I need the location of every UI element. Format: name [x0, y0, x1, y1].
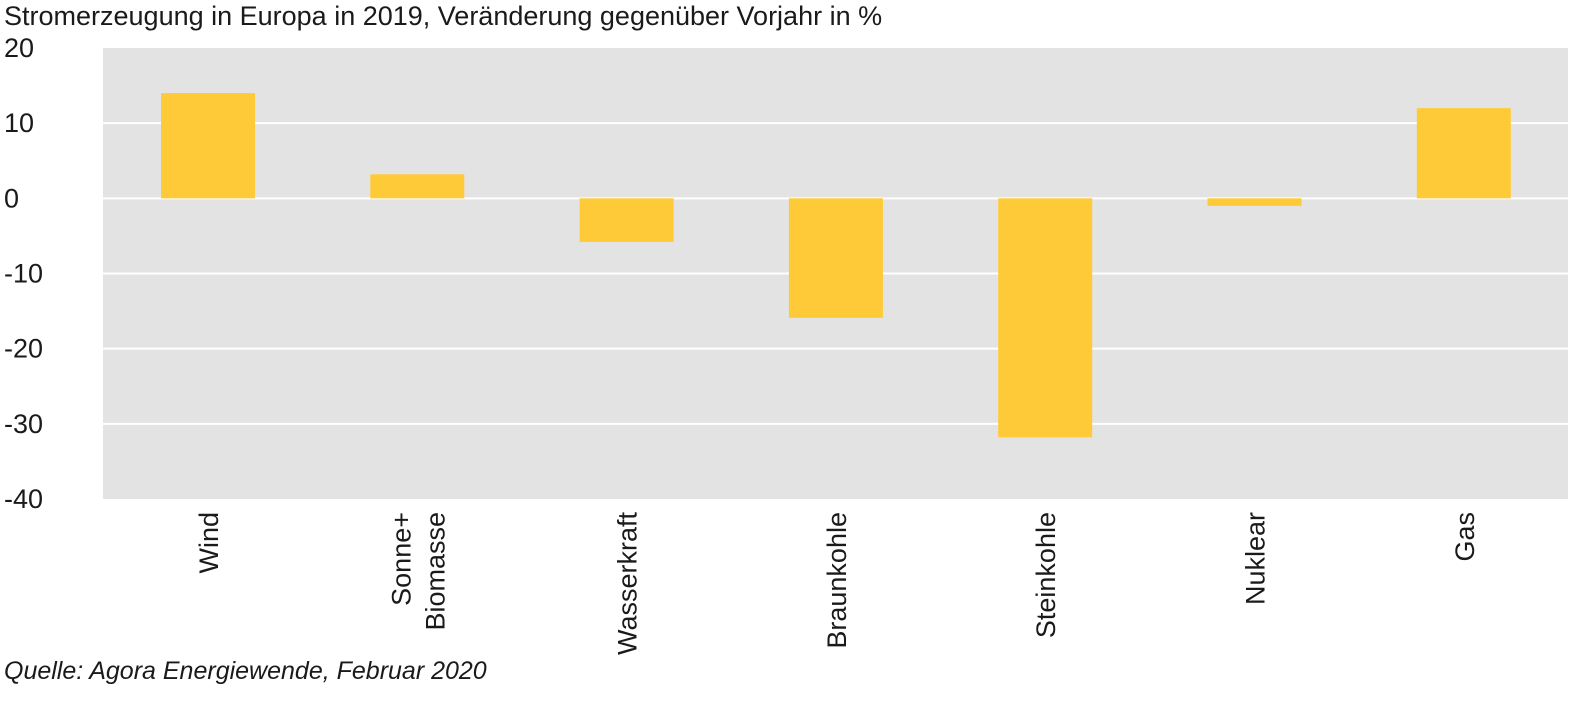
x-category-label: Sonne+: [386, 512, 416, 606]
x-category-label: Braunkohle: [822, 512, 852, 649]
bar: [1416, 108, 1511, 199]
x-category-label: Wind: [194, 512, 224, 574]
x-category-label: Nuklear: [1241, 512, 1271, 605]
y-tick-label: 0: [4, 183, 19, 213]
y-tick-label: -30: [4, 409, 43, 439]
y-axis-ticks: 20 10 0 -10 -20 -30 -40: [4, 33, 43, 514]
y-tick-label: -10: [4, 259, 43, 289]
chart-title: Stromerzeugung in Europa in 2019, Veränd…: [4, 1, 883, 31]
x-axis-categories: Wind Sonne+ Biomasse Wasserkraft Braunkohle S…: [194, 512, 1480, 656]
y-tick-label: 10: [4, 108, 34, 138]
y-tick-label: -40: [4, 484, 43, 514]
bar: [1207, 198, 1302, 206]
y-tick-label: 20: [4, 33, 34, 63]
bar: [998, 198, 1093, 438]
bar: [370, 174, 465, 199]
bar: [579, 198, 674, 242]
x-category-label: Steinkohle: [1031, 512, 1061, 638]
y-tick-label: -20: [4, 334, 43, 364]
bar: [788, 198, 883, 318]
x-category-label: Gas: [1450, 512, 1480, 562]
bar: [161, 93, 255, 199]
x-category-label: Wasserkraft: [613, 512, 643, 656]
x-category-label: Biomasse: [420, 512, 450, 631]
chart-source-note: Quelle: Agora Energiewende, Februar 2020: [4, 657, 487, 685]
bars: [161, 93, 1511, 438]
